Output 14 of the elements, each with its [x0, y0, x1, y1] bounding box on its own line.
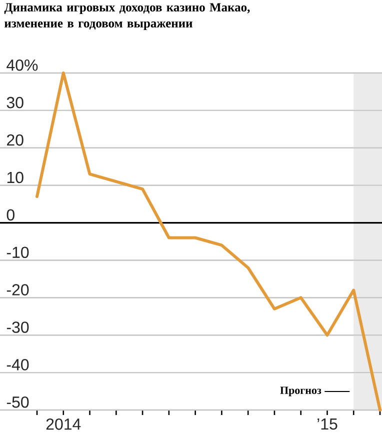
annotation: Прогноз [280, 386, 322, 396]
y-tick-label: -10 [6, 246, 29, 258]
y-tick-label: 40% [6, 59, 38, 71]
x-tick-label: 2014 [46, 418, 81, 430]
y-tick-label: -20 [6, 284, 29, 296]
chart-title: Динамика игровых доходов казино Макао, изменение в годовом выражении [4, 3, 250, 30]
x-tick-label: ’15 [318, 418, 338, 430]
y-tick-label: -30 [6, 322, 29, 333]
y-tick-label: -40 [6, 359, 29, 370]
y-tick-label: 10 [7, 172, 24, 184]
y-tick-label: -50 [6, 396, 29, 408]
y-tick-label: 20 [7, 134, 24, 146]
y-tick-label: 0 [6, 209, 14, 221]
y-tick-label: 30 [6, 96, 24, 108]
